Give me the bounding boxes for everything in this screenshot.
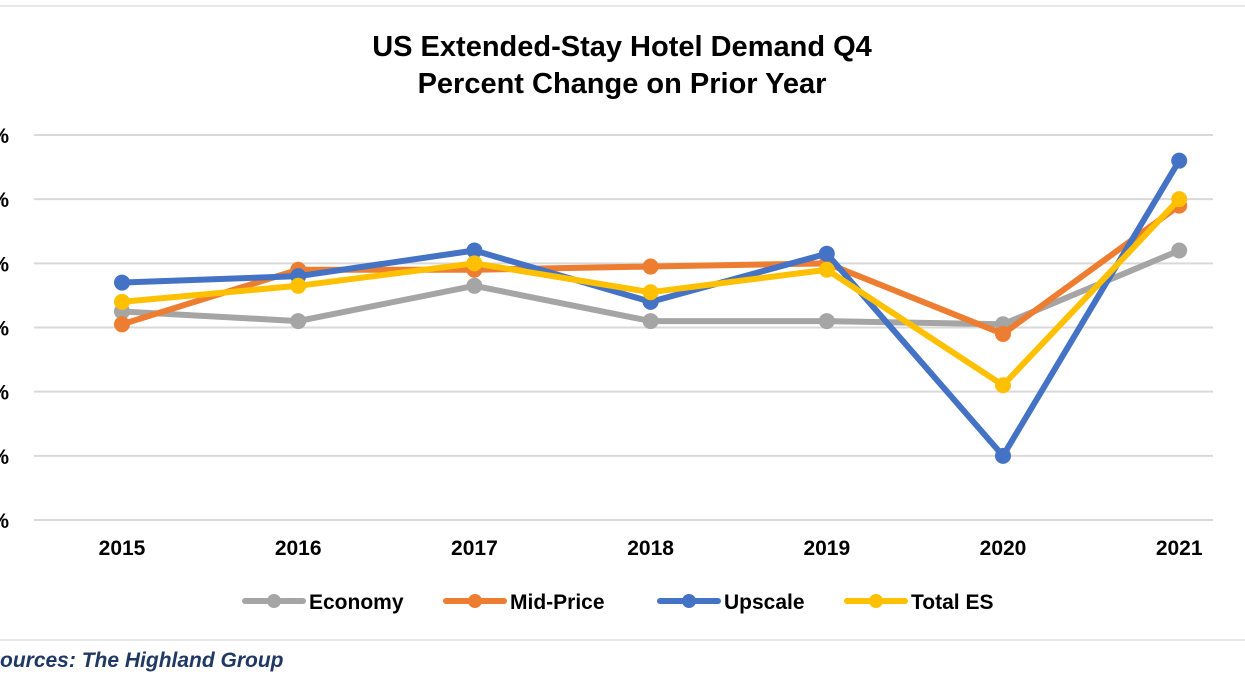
series-total-es xyxy=(114,191,1188,394)
legend: Economy Mid-Price Upscale Total ES xyxy=(242,591,993,614)
legend-label: Mid-Price xyxy=(510,591,605,614)
legend-marker xyxy=(267,594,281,608)
legend-item: Total ES xyxy=(844,591,993,614)
y-tick-label: % xyxy=(0,382,9,405)
legend-item: Upscale xyxy=(657,591,805,614)
y-axis-tick-labels: %%%%%%% xyxy=(0,125,9,533)
legend-marker xyxy=(468,594,482,608)
data-point xyxy=(466,277,483,294)
y-tick-label: % xyxy=(0,189,9,212)
series-upscale xyxy=(114,152,1188,464)
series-economy xyxy=(114,242,1188,333)
x-tick-label: 2016 xyxy=(275,537,322,560)
y-tick-label: % xyxy=(0,318,9,341)
data-point xyxy=(642,258,659,275)
series-lines xyxy=(114,152,1188,464)
legend-label: Total ES xyxy=(911,591,993,614)
data-point xyxy=(995,377,1011,394)
data-point xyxy=(290,313,307,330)
data-point xyxy=(1171,152,1188,169)
data-point xyxy=(290,277,307,294)
y-tick-label: % xyxy=(0,446,9,469)
y-tick-label: % xyxy=(0,510,9,533)
data-point xyxy=(1171,191,1188,208)
source-note: ources: The Highland Group xyxy=(0,649,284,672)
x-axis-tick-labels: 2015 2016 2017 2018 2019 2020 2021 xyxy=(99,537,1203,560)
data-point xyxy=(818,245,835,262)
data-point xyxy=(818,261,835,278)
y-tick-label: % xyxy=(0,253,9,276)
data-point xyxy=(995,325,1011,342)
data-point xyxy=(642,284,659,301)
data-point xyxy=(466,242,483,259)
legend-item: Mid-Price xyxy=(443,591,605,614)
data-point xyxy=(1171,242,1188,259)
data-point xyxy=(466,255,483,272)
data-point xyxy=(114,293,130,310)
chart-subtitle: Percent Change on Prior Year xyxy=(418,68,827,100)
legend-label: Upscale xyxy=(724,591,805,614)
x-tick-label: 2019 xyxy=(803,537,850,560)
data-point xyxy=(995,447,1011,464)
x-tick-label: 2021 xyxy=(1156,537,1203,560)
x-tick-label: 2018 xyxy=(627,537,674,560)
legend-marker xyxy=(869,594,883,608)
data-point xyxy=(818,313,835,330)
x-tick-label: 2015 xyxy=(99,537,146,560)
legend-label: Economy xyxy=(309,591,404,614)
chart-title: US Extended-Stay Hotel Demand Q4 xyxy=(372,31,872,63)
y-tick-label: % xyxy=(0,125,9,148)
x-tick-label: 2020 xyxy=(980,537,1027,560)
data-point xyxy=(114,316,130,333)
data-point xyxy=(642,313,659,330)
x-tick-label: 2017 xyxy=(451,537,498,560)
legend-marker xyxy=(682,594,696,608)
gridlines xyxy=(34,134,1213,521)
data-point xyxy=(114,274,130,291)
legend-item: Economy xyxy=(242,591,404,614)
